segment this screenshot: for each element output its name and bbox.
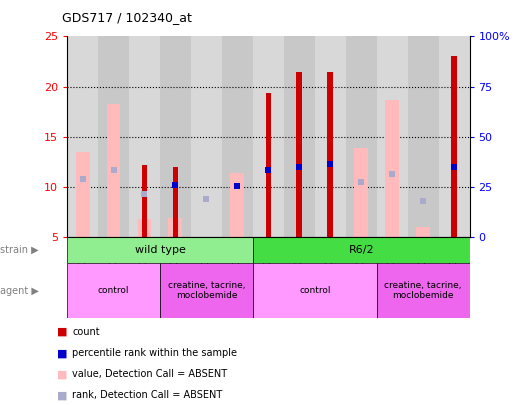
Bar xyxy=(253,237,470,263)
Text: ■: ■ xyxy=(57,390,67,400)
Bar xyxy=(173,167,178,237)
Text: count: count xyxy=(72,327,100,337)
Text: percentile rank within the sample: percentile rank within the sample xyxy=(72,348,237,358)
Bar xyxy=(385,100,399,237)
Bar xyxy=(416,227,430,237)
Bar xyxy=(75,152,90,237)
Bar xyxy=(377,36,408,237)
Bar xyxy=(439,36,470,237)
Bar xyxy=(315,36,346,237)
Bar xyxy=(253,36,284,237)
Text: ■: ■ xyxy=(57,327,67,337)
Bar xyxy=(354,148,368,237)
Bar xyxy=(67,237,253,263)
Text: creatine, tacrine,
moclobemide: creatine, tacrine, moclobemide xyxy=(168,281,245,300)
Bar xyxy=(297,72,302,237)
Text: ■: ■ xyxy=(57,369,67,379)
Bar xyxy=(231,173,245,237)
Bar xyxy=(377,263,470,318)
Bar xyxy=(142,165,147,237)
Bar xyxy=(284,36,315,237)
Bar xyxy=(408,36,439,237)
Text: wild type: wild type xyxy=(135,245,185,255)
Text: ■: ■ xyxy=(57,348,67,358)
Bar xyxy=(67,36,98,237)
Bar xyxy=(346,36,377,237)
Text: creatine, tacrine,
moclobemide: creatine, tacrine, moclobemide xyxy=(384,281,462,300)
Bar xyxy=(160,263,253,318)
Bar xyxy=(137,219,152,237)
Bar xyxy=(266,93,271,237)
Text: value, Detection Call = ABSENT: value, Detection Call = ABSENT xyxy=(72,369,228,379)
Bar xyxy=(253,263,377,318)
Text: rank, Detection Call = ABSENT: rank, Detection Call = ABSENT xyxy=(72,390,222,400)
Text: GDS717 / 102340_at: GDS717 / 102340_at xyxy=(62,11,192,24)
Bar xyxy=(222,36,253,237)
Bar xyxy=(98,36,129,237)
Bar xyxy=(106,104,121,237)
Text: strain ▶: strain ▶ xyxy=(0,245,39,255)
Bar xyxy=(67,263,160,318)
Text: control: control xyxy=(98,286,130,295)
Bar xyxy=(328,72,333,237)
Bar xyxy=(168,218,183,237)
Bar xyxy=(129,36,160,237)
Bar xyxy=(452,56,457,237)
Bar xyxy=(191,36,222,237)
Text: agent ▶: agent ▶ xyxy=(0,286,39,296)
Text: control: control xyxy=(299,286,331,295)
Text: R6/2: R6/2 xyxy=(348,245,374,255)
Bar xyxy=(160,36,191,237)
